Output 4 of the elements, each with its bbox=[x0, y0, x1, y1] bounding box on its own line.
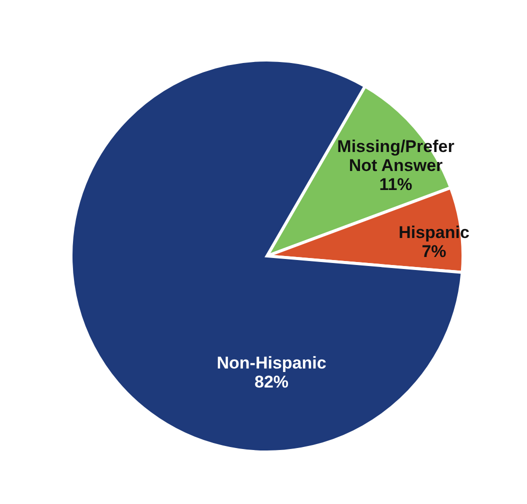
data-label: 11% bbox=[379, 175, 412, 194]
data-label: 7% bbox=[422, 242, 446, 262]
data-label: 82% bbox=[254, 372, 289, 392]
slice-label: Non-Hispanic bbox=[216, 354, 326, 373]
